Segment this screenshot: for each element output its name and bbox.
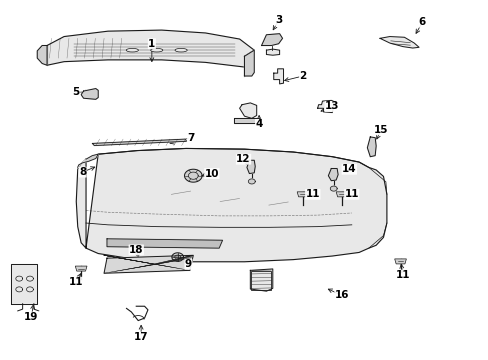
Text: 12: 12 (236, 154, 250, 164)
Polygon shape (184, 169, 202, 182)
Text: 5: 5 (73, 87, 80, 97)
Text: 13: 13 (325, 102, 339, 112)
Text: 11: 11 (305, 189, 319, 199)
Text: 4: 4 (255, 120, 262, 129)
Polygon shape (171, 253, 183, 261)
Text: 9: 9 (184, 259, 192, 269)
Bar (250, 271, 271, 291)
Text: 14: 14 (341, 164, 356, 174)
Text: 10: 10 (204, 168, 219, 179)
Polygon shape (11, 264, 37, 304)
Polygon shape (335, 192, 347, 197)
Text: 17: 17 (134, 332, 148, 342)
Polygon shape (330, 186, 336, 191)
Text: 1: 1 (148, 39, 155, 49)
Text: 11: 11 (395, 270, 409, 280)
Text: 19: 19 (24, 312, 39, 322)
Polygon shape (244, 50, 254, 76)
Text: 11: 11 (344, 189, 358, 199)
Polygon shape (246, 160, 255, 174)
Text: 16: 16 (334, 291, 348, 301)
Polygon shape (81, 89, 98, 99)
Polygon shape (239, 103, 256, 118)
Polygon shape (107, 239, 222, 248)
Polygon shape (75, 266, 87, 271)
Polygon shape (379, 37, 418, 48)
Polygon shape (266, 49, 279, 55)
Text: 15: 15 (373, 125, 387, 135)
Ellipse shape (175, 48, 187, 52)
Text: 7: 7 (187, 133, 194, 143)
Polygon shape (261, 34, 282, 45)
Polygon shape (250, 269, 272, 291)
Text: 8: 8 (79, 167, 86, 177)
Polygon shape (248, 179, 255, 184)
Text: 2: 2 (299, 71, 306, 81)
Polygon shape (37, 45, 47, 65)
Ellipse shape (150, 48, 163, 52)
Polygon shape (78, 154, 98, 167)
Polygon shape (92, 139, 186, 145)
Polygon shape (47, 30, 254, 76)
Text: 3: 3 (274, 15, 282, 26)
Text: 6: 6 (418, 17, 425, 27)
Polygon shape (297, 192, 308, 197)
Polygon shape (76, 148, 386, 262)
Ellipse shape (126, 48, 138, 52)
Polygon shape (317, 100, 332, 113)
Polygon shape (273, 69, 283, 84)
Polygon shape (104, 255, 193, 273)
Text: 11: 11 (69, 277, 83, 287)
Polygon shape (233, 118, 259, 123)
Polygon shape (394, 259, 406, 264)
Polygon shape (366, 137, 375, 157)
Polygon shape (328, 168, 337, 181)
Text: 18: 18 (129, 245, 143, 255)
